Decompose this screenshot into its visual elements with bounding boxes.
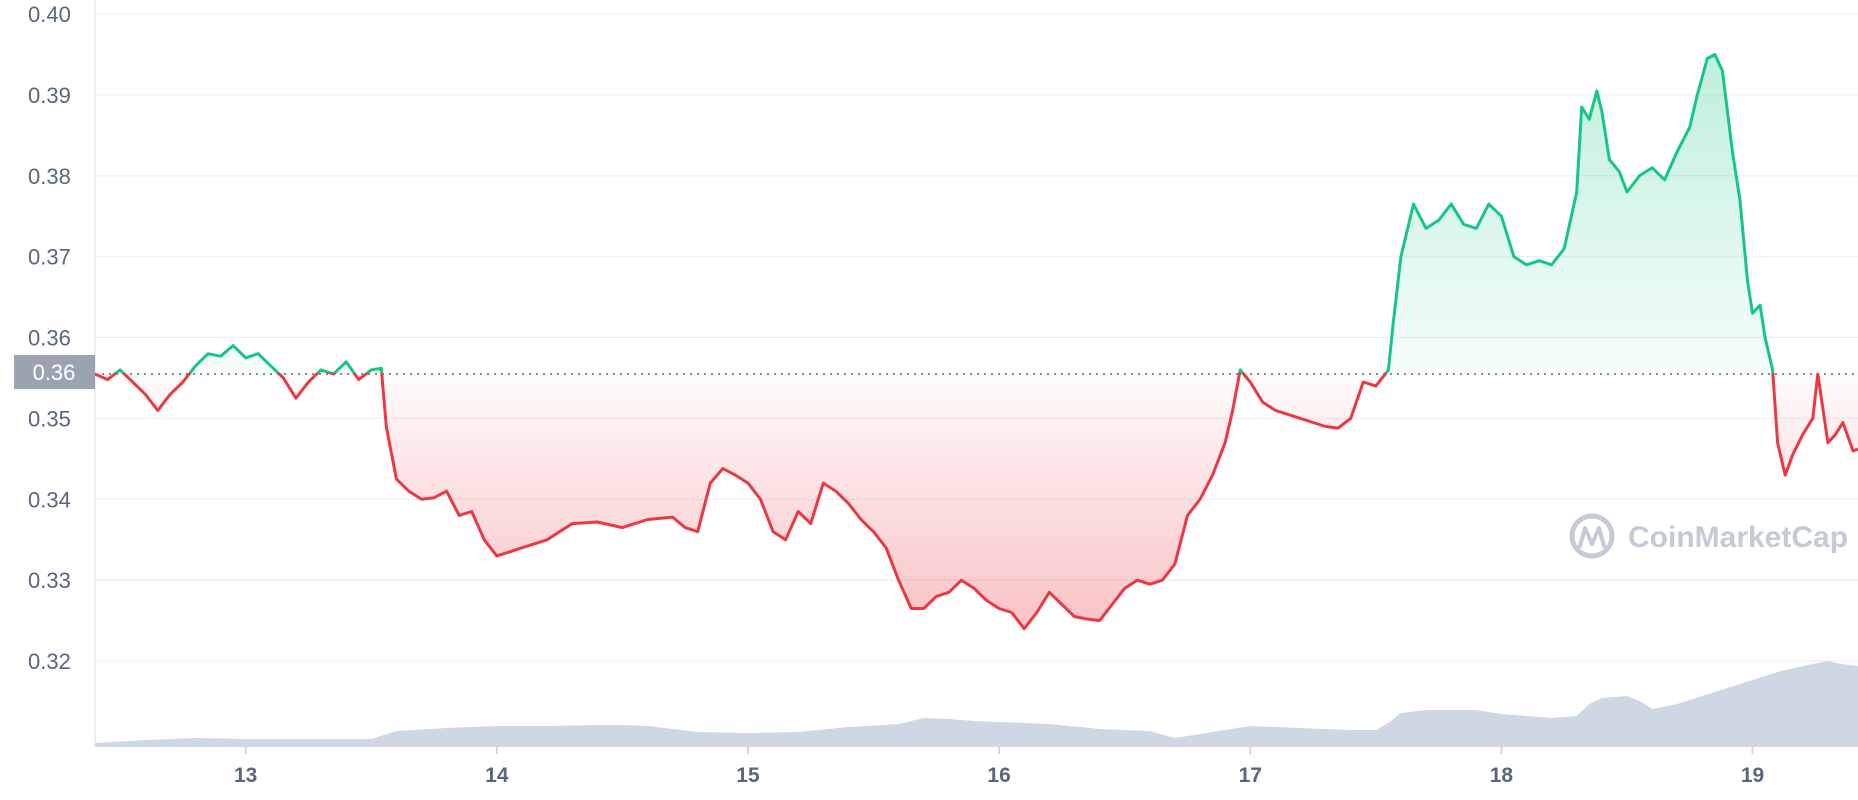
- volume-area: [95, 661, 1858, 746]
- y-tick-label-5: 0.35: [28, 406, 71, 431]
- price-badge-background: [14, 355, 95, 389]
- y-tick-label-4: 0.36: [28, 326, 71, 351]
- price-fill-up: [116, 54, 1773, 373]
- price-fill-down: [95, 373, 1858, 629]
- x-tick-label-5: 18: [1490, 764, 1514, 787]
- volume-area-shape: [95, 661, 1858, 746]
- x-tick-label-3: 16: [987, 764, 1010, 787]
- y-tick-label-2: 0.38: [28, 164, 71, 189]
- x-axis: 13 14 15 16 17 18 19: [234, 746, 1764, 787]
- y-tick-label-6: 0.34: [28, 487, 71, 512]
- watermark-text: CoinMarketCap: [1628, 521, 1848, 554]
- price-badge-label: 0.36: [33, 360, 76, 385]
- current-price-badge: 0.36: [14, 355, 95, 389]
- watermark: CoinMarketCap: [1569, 513, 1848, 559]
- x-tick-label-2: 15: [736, 764, 760, 787]
- y-tick-label-0: 0.40: [28, 2, 71, 27]
- y-tick-label-3: 0.37: [28, 245, 71, 270]
- coinmarketcap-logo-icon: [1569, 513, 1615, 559]
- price-line-up: [95, 53, 1819, 373]
- x-tick-label-0: 13: [234, 764, 257, 787]
- price-line-down: [95, 373, 1858, 631]
- x-tick-label-4: 17: [1239, 764, 1262, 787]
- y-axis: 0.40 0.39 0.38 0.37 0.36 0.35 0.34 0.33 0.32: [28, 2, 71, 674]
- x-tick-label-6: 19: [1741, 764, 1764, 787]
- x-tick-label-1: 14: [485, 764, 509, 787]
- price-line: [95, 53, 1858, 631]
- y-tick-label-8: 0.32: [28, 649, 71, 674]
- price-fill: [95, 54, 1858, 629]
- y-tick-label-7: 0.33: [28, 568, 71, 593]
- y-tick-label-1: 0.39: [28, 83, 71, 108]
